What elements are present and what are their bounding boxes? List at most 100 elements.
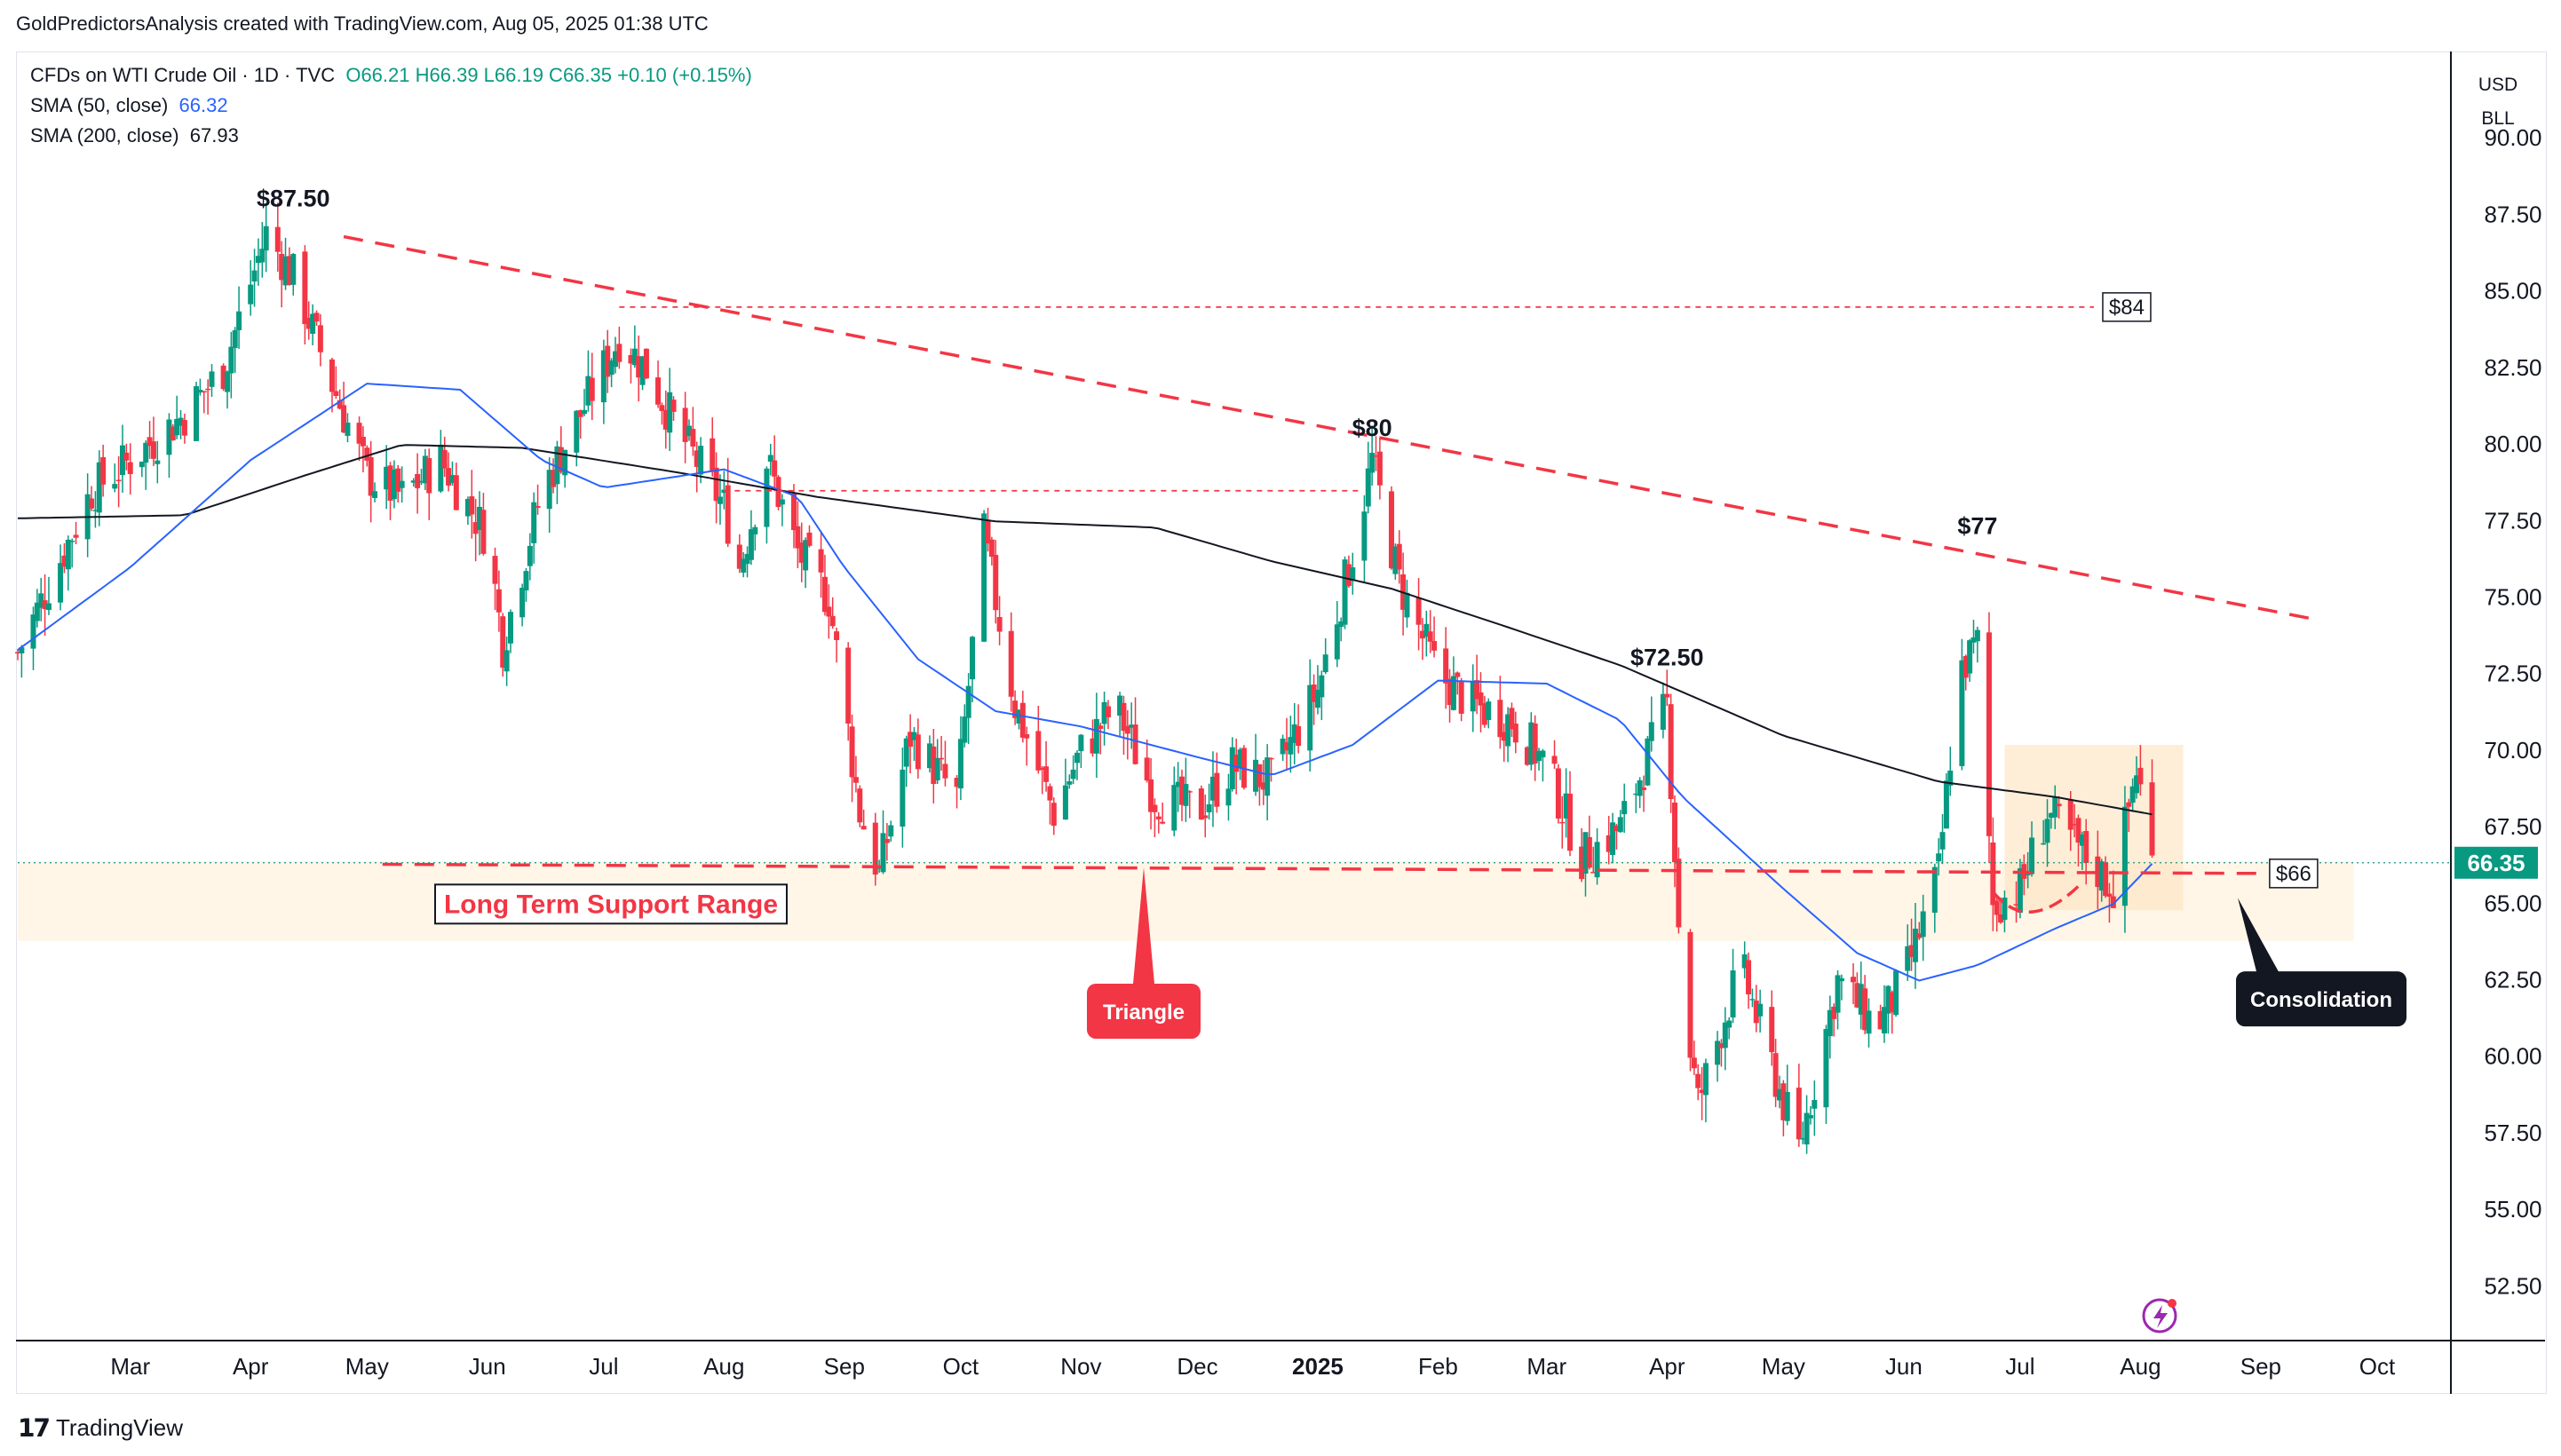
candle-body [1831,1006,1837,1019]
legend-sma200-row[interactable]: SMA (200, close) 67.93 [30,121,752,151]
candle-body [551,470,557,487]
candle-body [1617,817,1623,833]
candle-body [880,833,886,873]
candle-body [1019,702,1026,738]
triangle-callout-pointer [1133,866,1154,984]
tag-84-box [2102,292,2152,322]
candle-body [554,446,560,485]
candle-body [1322,654,1328,673]
x-tick-label: Sep [824,1353,865,1380]
candle-body [1528,722,1534,765]
candle-body [224,371,230,392]
candle-body [558,447,564,472]
candle-body [1947,770,1954,786]
candle-body [585,376,591,406]
candle-body [139,462,145,468]
candle-body [290,254,297,285]
sma200-label: SMA (200, close) [30,124,179,146]
support-line [382,862,2261,875]
candle-body [829,615,836,627]
candle-body [1268,757,1274,760]
candle-body [1458,681,1464,714]
candle-body [608,360,614,376]
candle-body [1209,776,1216,801]
candle-body [1746,960,1752,995]
candle-body [535,505,541,508]
candle-body [1621,801,1628,815]
candle-body [1171,785,1177,831]
candle-body [251,270,258,282]
candle-body [1478,692,1484,706]
candle-body [73,534,79,538]
candle-body [1047,786,1053,801]
candle-body [981,513,987,642]
candle-body [806,532,813,546]
x-tick-label: Mar [110,1353,150,1380]
symbol-title[interactable]: CFDs on WTI Crude Oil · 1D · TVC [30,64,336,86]
candle-body [1404,592,1410,618]
candle-body [2029,837,2035,874]
support-range-label: Long Term Support Range [444,890,778,919]
candle-body [2013,904,2019,906]
candle-body [65,539,71,570]
candle-body [636,356,642,378]
candle-body [1851,977,1857,983]
candle-body [2098,861,2105,891]
candle-body [690,429,696,447]
candle-body [1881,1007,1887,1034]
candle-body [888,825,894,837]
unit-label: BLL [2481,108,2515,129]
candle-body [934,757,940,780]
candle-body [127,462,133,475]
candle-body [1470,681,1476,712]
consolidation-label: Consolidation [2250,988,2392,1012]
rounding-bottom-arc [1991,882,2083,914]
candle-body [686,425,693,437]
support-zone [18,861,2354,941]
candle-body [1365,468,1371,507]
candle-body [1586,836,1592,868]
candle-body [1291,724,1297,743]
candle-body [1715,1041,1721,1065]
candle-body [2025,874,2031,875]
sma200-line [17,444,2153,816]
candle-body [1497,700,1503,738]
candle-body [119,445,125,476]
candle-body [1350,567,1356,581]
candle-body [1664,693,1670,698]
candle-body [1741,954,1748,969]
candle-body [286,256,292,286]
candle-body [954,778,960,787]
currency-selector[interactable]: USD BLL [2458,62,2538,142]
candle-body [1753,1001,1759,1024]
y-tick-label: 65.00 [2484,890,2541,916]
candle-body [1074,752,1081,764]
candle-body [496,589,502,613]
x-tick-label: Nov [1060,1353,1101,1380]
x-tick-label: Aug [2120,1353,2161,1380]
candle-body [1283,742,1289,751]
candle-body [1579,846,1585,880]
candle-body [744,553,750,565]
candle-body [2083,830,2089,864]
candle-body [1730,970,1736,1018]
candle-body [612,351,618,368]
consolidation-callout-box [2236,971,2406,1027]
candle-body [2048,812,2054,819]
candle-body [1175,781,1181,787]
candle-body [1970,637,1977,643]
candle-body [1070,769,1076,779]
candle-body [911,732,917,740]
tradingview-logo[interactable]: 𝟭𝟳 TradingView [18,1413,183,1443]
candle-body [1373,455,1379,457]
candle-body [1257,764,1263,787]
candle-body [717,496,723,504]
candle-body [655,377,662,405]
legend-sma50-row[interactable]: SMA (50, close) 66.32 [30,91,752,121]
candle-body [667,392,673,433]
candle-body [546,470,552,510]
x-tick-label: 2025 [1292,1353,1344,1380]
sma50-label: SMA (50, close) [30,94,169,116]
lightning-icon-bolt [2153,1305,2168,1328]
